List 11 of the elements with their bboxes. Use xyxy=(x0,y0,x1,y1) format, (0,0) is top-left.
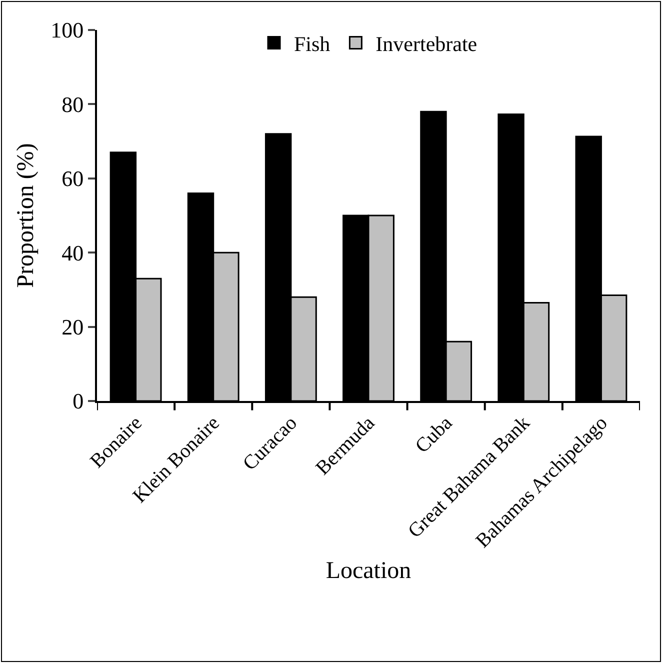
y-tick-label: 60 xyxy=(62,166,84,192)
y-tick-label: 40 xyxy=(62,240,84,266)
y-tick-label: 0 xyxy=(72,388,84,414)
y-tick-label: 100 xyxy=(50,18,84,43)
legend-label: Invertebrate xyxy=(376,32,478,56)
y-axis-title: Proportion (%) xyxy=(13,143,40,288)
y-tick-label: 80 xyxy=(62,92,84,117)
legend-label: Fish xyxy=(294,32,331,56)
y-tick-label: 20 xyxy=(62,314,84,340)
x-tick-label: Cuba xyxy=(411,412,457,458)
x-axis-title: Location xyxy=(326,558,412,584)
